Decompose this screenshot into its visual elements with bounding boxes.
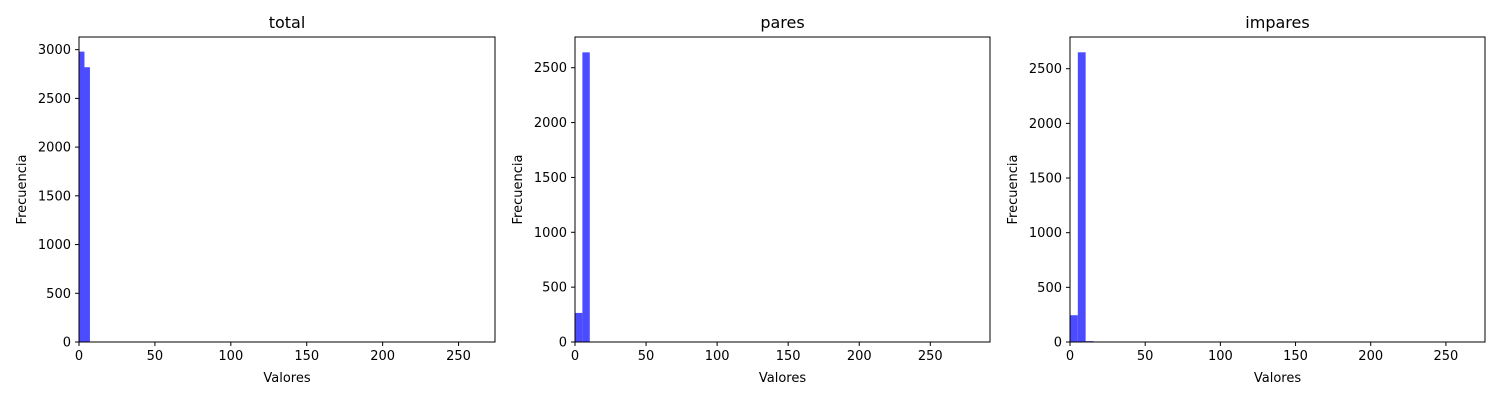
y-tick-label: 0 <box>1054 336 1062 351</box>
y-axis-label: Frecuencia <box>15 155 30 225</box>
x-tick-label: 200 <box>847 349 872 364</box>
histogram-bar <box>84 67 90 342</box>
x-tick-label: 100 <box>1208 349 1233 364</box>
histogram-bar <box>1077 52 1086 343</box>
axes-frame <box>574 36 991 343</box>
y-tick-label: 0 <box>559 336 567 351</box>
y-tick-label: 1500 <box>38 189 71 204</box>
x-tick-label: 250 <box>446 349 471 364</box>
y-tick-label: 1000 <box>534 226 567 241</box>
y-tick-label: 1500 <box>1029 172 1062 187</box>
y-tick-label: 500 <box>1037 281 1062 296</box>
axes-frame <box>78 36 496 343</box>
y-tick-label: 1000 <box>1029 226 1062 241</box>
y-axis-label: Frecuencia <box>511 155 526 225</box>
histogram-panel-pares: 0 50 100 150 200 25005001000150020002500pares… <box>511 13 991 386</box>
y-tick-label: 3000 <box>38 43 71 58</box>
y-tick-label: 2000 <box>38 141 71 156</box>
y-tick-label: 1000 <box>38 238 71 253</box>
histogram-bar <box>1070 315 1078 342</box>
x-tick-label: 50 <box>147 349 164 364</box>
chart-title: impares <box>1245 13 1309 32</box>
x-tick-label: 200 <box>1358 349 1383 364</box>
y-tick-label: 2500 <box>1029 62 1062 77</box>
y-axis-label: Frecuencia <box>1006 155 1021 225</box>
x-axis-label: Valores <box>759 371 806 386</box>
y-tick-label: 2500 <box>38 92 71 107</box>
y-tick-label: 500 <box>542 281 567 296</box>
x-tick-label: 200 <box>370 349 395 364</box>
x-tick-label: 0 <box>571 349 579 364</box>
chart-title: total <box>269 13 306 32</box>
x-tick-label: 150 <box>1283 349 1308 364</box>
histogram-panel-total: 0 50 100 150 200 250050010001500200025003000t… <box>15 13 496 386</box>
x-tick-label: 150 <box>294 349 319 364</box>
x-axis-label: Valores <box>263 371 310 386</box>
x-tick-label: 100 <box>705 349 730 364</box>
histogram-bar <box>582 52 590 342</box>
x-tick-label: 50 <box>638 349 655 364</box>
y-tick-label: 0 <box>63 336 71 351</box>
histogram-bar <box>575 312 583 342</box>
y-tick-label: 1500 <box>534 171 567 186</box>
y-tick-label: 500 <box>46 287 71 302</box>
axes-frame <box>1069 36 1486 343</box>
x-tick-label: 50 <box>1137 349 1154 364</box>
x-axis-label: Valores <box>1254 371 1301 386</box>
x-tick-label: 250 <box>918 349 943 364</box>
x-tick-label: 100 <box>218 349 243 364</box>
y-tick-label: 2000 <box>1029 117 1062 132</box>
x-tick-label: 150 <box>776 349 801 364</box>
y-tick-label: 2500 <box>534 61 567 76</box>
x-tick-label: 250 <box>1433 349 1458 364</box>
x-tick-label: 0 <box>1066 349 1074 364</box>
histogram-panel-impares: 0 50 100 150 200 25005001000150020002500impar… <box>1006 13 1486 386</box>
chart-title: pares <box>760 13 804 32</box>
x-tick-label: 0 <box>75 349 83 364</box>
histogram-bar <box>79 51 85 343</box>
y-tick-label: 2000 <box>534 116 567 131</box>
